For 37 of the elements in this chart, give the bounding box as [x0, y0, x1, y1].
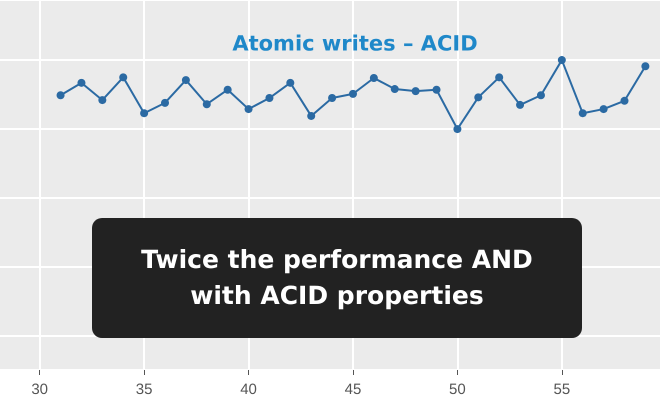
point — [140, 109, 148, 118]
point — [432, 86, 441, 94]
point — [56, 91, 65, 100]
point — [182, 76, 190, 84]
point — [286, 78, 294, 87]
text: Twice the performance AND with ACID properties — [92, 218, 582, 338]
point — [77, 78, 86, 87]
x-tick-label: 45 — [344, 381, 362, 398]
point — [328, 94, 336, 102]
x-tick-label: 40 — [240, 381, 257, 398]
chart-title: Atomic writes – ACID — [232, 32, 478, 56]
point — [453, 125, 462, 134]
point — [578, 109, 587, 118]
point — [536, 91, 545, 100]
point — [412, 87, 420, 96]
point — [224, 86, 232, 94]
x-tick-label: 55 — [553, 381, 570, 398]
point — [620, 96, 628, 105]
point — [161, 98, 169, 107]
point — [516, 100, 524, 109]
point — [119, 73, 128, 82]
point — [474, 93, 482, 102]
point — [307, 112, 316, 120]
point — [558, 56, 566, 64]
point — [390, 85, 399, 94]
point — [600, 105, 608, 114]
point — [244, 105, 253, 114]
point — [495, 73, 504, 82]
x-tick-label: 50 — [449, 381, 466, 398]
x-tick-label: 30 — [31, 381, 48, 398]
point — [98, 96, 106, 104]
point — [641, 62, 650, 70]
x-tick-label: 35 — [136, 381, 152, 398]
point — [370, 74, 378, 82]
point — [202, 100, 211, 108]
point — [348, 90, 357, 98]
point — [265, 94, 274, 102]
